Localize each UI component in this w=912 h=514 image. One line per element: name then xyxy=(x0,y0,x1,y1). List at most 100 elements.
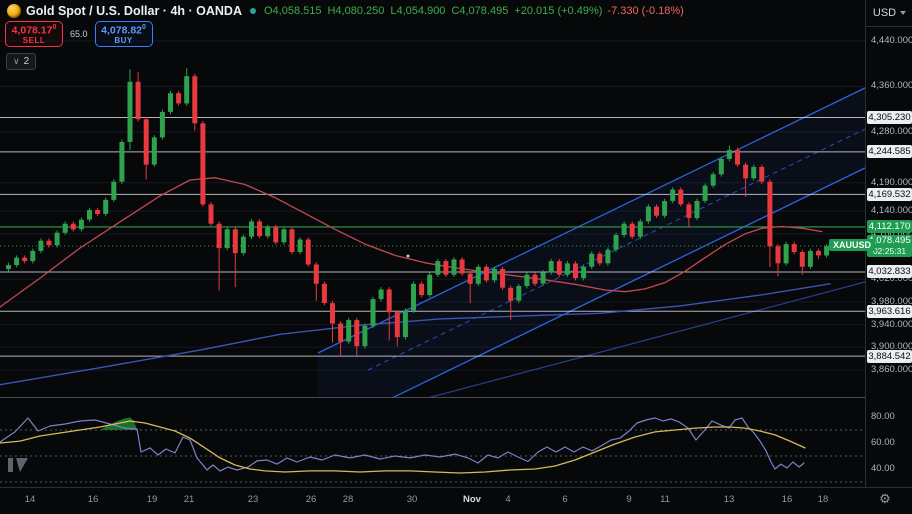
time-axis[interactable]: 14 16 19 21 23 26 28 30 Nov 4 6 9 11 13 16 18 xyxy=(0,487,912,514)
candle-body xyxy=(459,259,465,274)
candle-body xyxy=(168,93,173,112)
price-axis-label: 4,100.000 xyxy=(871,227,912,239)
channel-upper-line[interactable] xyxy=(317,87,865,354)
candle-body xyxy=(257,221,263,237)
candle-body xyxy=(645,206,651,222)
candle-body xyxy=(678,189,684,205)
rsi-pane[interactable] xyxy=(0,417,865,483)
candle-body xyxy=(143,119,149,165)
candle-body xyxy=(629,223,635,237)
candle-body xyxy=(726,149,732,159)
candle-body xyxy=(540,272,546,284)
candle-body xyxy=(556,261,562,275)
candle-body xyxy=(305,239,311,265)
candle-body xyxy=(313,264,319,284)
candle-body xyxy=(240,236,246,254)
candle-body xyxy=(783,244,789,264)
candle-body xyxy=(362,325,368,347)
rsi-line xyxy=(0,417,805,472)
candle-body xyxy=(151,137,157,165)
candle-body xyxy=(119,142,125,182)
pane-separator[interactable] xyxy=(0,397,912,398)
ohlc-change: +20.015 (+0.49%) xyxy=(514,5,603,17)
candle-body xyxy=(338,323,344,342)
candle-body xyxy=(710,174,716,186)
buy-price-sup: 0 xyxy=(142,24,146,31)
candle-body xyxy=(686,204,692,218)
price-level-badge: 4,305.230 xyxy=(867,110,912,124)
chevron-down-icon: ∨ xyxy=(13,56,20,66)
candle-body xyxy=(654,206,659,216)
legend-indicator-count: 2 xyxy=(23,56,30,67)
price-axis-label: 4,360.000 xyxy=(871,80,912,92)
ohlc-high: H4,080.250 xyxy=(327,5,385,17)
candle-body xyxy=(224,229,230,248)
sell-price-sup: 0 xyxy=(52,24,57,31)
channel-lower-line[interactable] xyxy=(388,167,865,400)
time-axis-label: 28 xyxy=(342,494,354,505)
time-axis-label: 14 xyxy=(24,494,36,505)
price-level-badge: 4,169.532 xyxy=(867,187,912,201)
sell-button[interactable]: 4,078.170 SELL xyxy=(5,21,63,47)
candle-body xyxy=(411,283,416,311)
price-axis-label: 3,900.000 xyxy=(871,341,912,353)
time-axis-label: 9 xyxy=(626,494,632,505)
symbol-title[interactable]: Gold Spot / U.S. Dollar · 4h · OANDA xyxy=(26,4,242,18)
candle-body xyxy=(208,204,214,224)
candle-body xyxy=(718,159,724,175)
candle-body xyxy=(548,261,554,273)
candle-body xyxy=(281,229,287,243)
last-price-badge: 4,078.495 02:25:31 xyxy=(867,235,912,258)
rsi-ma-line xyxy=(0,420,806,474)
price-axis-label: 3,860.000 xyxy=(871,364,912,375)
green-level-badge: 4,112.170 xyxy=(867,220,912,234)
candle-body xyxy=(516,286,522,301)
price-level-badge: 3,963.616 xyxy=(867,304,912,318)
chart-canvas[interactable] xyxy=(0,0,865,487)
candle-body xyxy=(483,266,489,281)
order-panel: 4,078.170 SELL 65.0 4,078.820 BUY xyxy=(5,21,153,47)
price-axis-label: 3,980.000 xyxy=(871,295,912,307)
candle-body xyxy=(273,227,279,243)
currency-label: USD xyxy=(872,7,897,19)
candle-body xyxy=(807,250,813,267)
channel-median-line[interactable] xyxy=(367,128,865,371)
price-pane[interactable] xyxy=(0,40,865,400)
price-axis-label: 4,280.000 xyxy=(871,125,912,137)
candle-body xyxy=(759,166,765,182)
ohlc-close: C4,078.495 xyxy=(451,5,509,17)
candle-body xyxy=(597,253,603,264)
candle-body xyxy=(824,246,830,256)
market-status-dot xyxy=(249,8,256,14)
candle-body xyxy=(6,265,11,270)
candle-body xyxy=(78,219,84,230)
candle-body xyxy=(605,249,611,264)
candle-body xyxy=(216,223,222,249)
candle-body xyxy=(467,273,473,284)
time-axis-label: 4 xyxy=(505,494,511,505)
price-axis[interactable]: 4,440.000 4,360.000 4,280.000 4,190.000 4,14… xyxy=(865,0,912,487)
chart-header: Gold Spot / U.S. Dollar · 4h · OANDA O4,… xyxy=(7,4,684,18)
spread-value: 65.0 xyxy=(70,29,88,39)
candle-body xyxy=(378,289,384,300)
cursor-dot xyxy=(406,254,410,258)
gear-icon[interactable]: ⚙ xyxy=(879,491,891,506)
price-axis-label: 3,940.000 xyxy=(871,318,912,330)
tradingview-logo-icon xyxy=(8,458,13,472)
candle-body xyxy=(613,235,619,250)
candle-body xyxy=(419,283,425,296)
candle-body xyxy=(265,227,271,237)
candle-body xyxy=(176,93,182,104)
candle-body xyxy=(127,81,133,142)
candle-body xyxy=(637,221,643,237)
candle-body xyxy=(192,76,198,124)
legend-collapse-button[interactable]: ∨ 2 xyxy=(6,53,37,70)
trendline[interactable] xyxy=(420,281,865,400)
tradingview-logo-icon xyxy=(16,458,28,472)
currency-dropdown[interactable]: USD xyxy=(865,0,912,27)
candle-body xyxy=(200,123,206,205)
time-axis-label: 13 xyxy=(723,494,735,505)
buy-button[interactable]: 4,078.820 BUY xyxy=(94,21,153,47)
candle-body xyxy=(532,274,538,284)
time-axis-label: 11 xyxy=(660,494,670,505)
